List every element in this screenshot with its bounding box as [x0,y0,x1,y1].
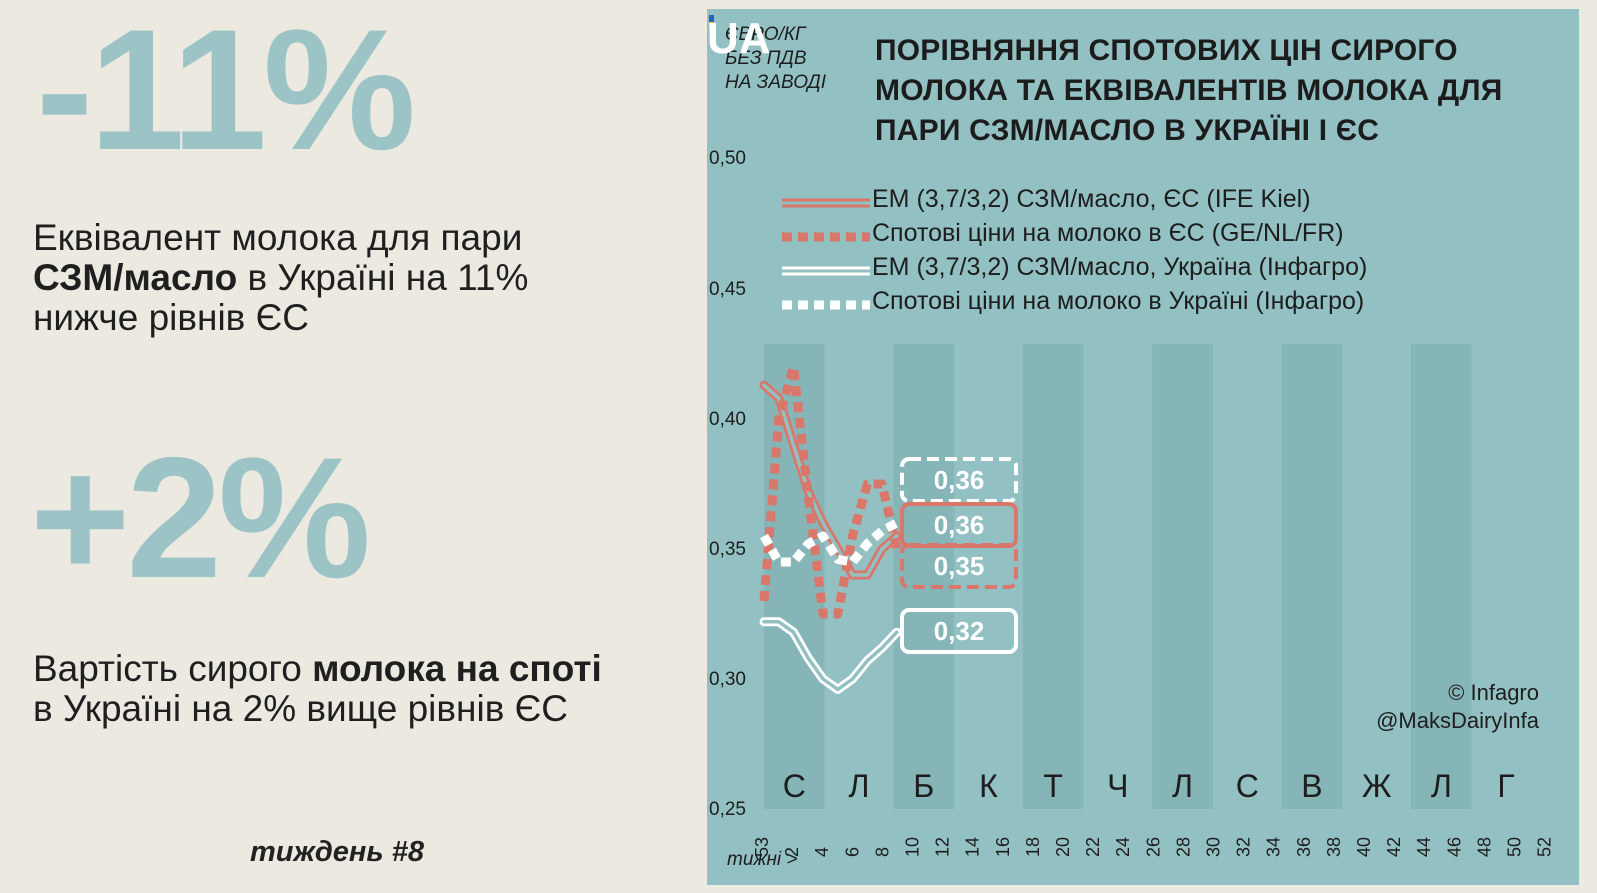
end-value-box [900,502,1018,548]
chart-title: ПОРІВНЯННЯ СПОТОВИХ ЦІН СИРОГО МОЛОКА ТА… [875,34,1503,147]
legend-label: Спотові ціни на молоко в Україні (Інфагр… [872,287,1365,315]
end-value-box [900,457,1018,503]
month-letter: Ч [1107,768,1128,804]
x-tick-label: 2 [782,847,802,857]
x-tick-label: 52 [1535,837,1555,857]
month-letter: Л [1172,768,1193,804]
legend-swatch-double-eu [782,198,870,208]
x-tick-label: 8 [872,847,892,857]
end-value-box [900,543,1018,589]
month-letter: К [979,768,998,804]
legend-swatch-double-ua [782,266,870,276]
ua-logo-text: UA [707,14,771,59]
end-value-label: 0,36 [934,465,985,495]
x-tick-label: 42 [1384,837,1404,857]
month-band [1022,344,1084,809]
chart-svg: С Л Б К Т Ч Л С В Ж Л Г53 2 4 6 8 10 12 14 16 18 20 22 24 26 28 30… [752,344,1555,857]
weeks-axis-label: тижні > [727,849,798,870]
month-band [764,344,825,809]
y-tick-label: 0,25 [709,799,746,820]
month-band [1281,344,1343,809]
x-tick-label: 48 [1474,837,1494,857]
unit-line-1: ЄВРО/КГ [725,24,806,45]
x-tick-label: 46 [1444,837,1464,857]
spot-description: Вартість сирого молока на споті в Україн… [33,649,623,729]
x-tick-label: 28 [1173,837,1193,857]
credit-line-1: © Infagro [1448,680,1539,705]
y-tick-label: 0,30 [709,669,746,690]
series-line-dotted [759,362,902,619]
spot-desc-bold: молока на споті [312,648,602,689]
month-letter: С [1236,768,1259,804]
unit-line-3: НА ЗАВОДІ [725,72,827,93]
spot-desc-post: в Україні на 2% вище рівнів ЄС [33,688,568,729]
month-letter: Л [1431,768,1452,804]
month-letter: Т [1043,768,1063,804]
x-tick-label: 32 [1234,837,1254,857]
y-tick-label: 0,40 [709,409,746,430]
month-band [1152,344,1213,809]
left-summary: -11% Еквівалент молока для пари СЗМ/масл… [0,0,680,893]
x-tick-label: 38 [1324,837,1344,857]
x-tick-label: 24 [1113,837,1133,857]
x-tick-label: 53 [752,837,772,857]
x-tick-label: 18 [1023,837,1043,857]
legend-swatch-dotted-eu [782,232,870,242]
month-letter: Л [849,768,870,804]
unit-line-2: БЕЗ ПДВ [725,48,807,69]
x-tick-label: 36 [1294,837,1314,857]
month-letter: Б [913,768,934,804]
legend-label: Спотові ціни на молоко в ЄС (GE/NL/FR) [872,219,1344,247]
x-tick-label: 12 [933,837,953,857]
end-value-label: 0,36 [934,510,985,540]
credit: © Infagro @MaksDairyInfa [1376,679,1539,735]
series-line-inner [762,620,899,692]
x-tick-label: 30 [1204,837,1224,857]
end-value-label: 0,32 [934,616,985,646]
eq-desc-pre: Еквівалент молока для пари [33,217,523,258]
ua-logo-icon: UA [707,14,771,59]
chart-panel: С Л Б К Т Ч Л С В Ж Л Г 53 2 4 6 8 10 12 14 16 18 20 22 24 26 28 30… [707,9,1579,885]
spot-desc-pre: Вартість сирого [33,648,313,689]
x-tick-label: 6 [842,847,862,857]
week-label: тиждень #8 [250,836,424,868]
eq-desc-bold: СЗМ/масло [33,257,238,298]
x-tick-label: 20 [1053,837,1073,857]
x-tick-label: 34 [1264,837,1284,857]
x-tick-label: 14 [963,837,983,857]
x-tick-label: 16 [993,837,1013,857]
eq-description: Еквівалент молока для пари СЗМ/масло в У… [33,218,623,338]
end-value-label: 0,35 [934,551,985,581]
month-letter: Г [1497,768,1514,804]
unit-label: ЄВРО/КГ БЕЗ ПДВ НА ЗАВОДІ [725,23,826,95]
x-tick-label: 22 [1083,837,1103,857]
y-tick-label: 0,50 [709,148,746,169]
month-letter: В [1301,768,1322,804]
series-line-inner [762,383,899,577]
series-line-dotted [760,519,899,567]
month-letter: С [783,768,806,804]
x-tick-label: 50 [1505,837,1525,857]
eq-desc-post: в Україні на 11% нижче рівнів ЄС [33,257,529,338]
x-tick-label: 10 [903,837,923,857]
x-tick-label: 4 [812,847,832,857]
legend-label: ЕМ (3,7/3,2) СЗМ/масло, ЄС (IFE Kiel) [872,185,1311,213]
headline-eq-diff: -11% [36,0,416,186]
x-tick-label: 26 [1143,837,1163,857]
month-letter: Ж [1362,768,1392,804]
x-tick-label: 40 [1354,837,1374,857]
legend-label: ЕМ (3,7/3,2) СЗМ/масло, Україна (Інфагро… [872,253,1368,281]
y-tick-label: 0,45 [709,279,746,300]
legend-swatch-dotted-ua [782,300,870,310]
credit-line-2: @MaksDairyInfa [1376,708,1539,733]
y-tick-label: 0,35 [709,539,746,560]
headline-spot-diff: +2% [30,422,371,614]
end-value-box [900,608,1018,654]
x-tick-label: 44 [1414,837,1434,857]
month-band [893,344,955,809]
month-band [1411,344,1472,809]
